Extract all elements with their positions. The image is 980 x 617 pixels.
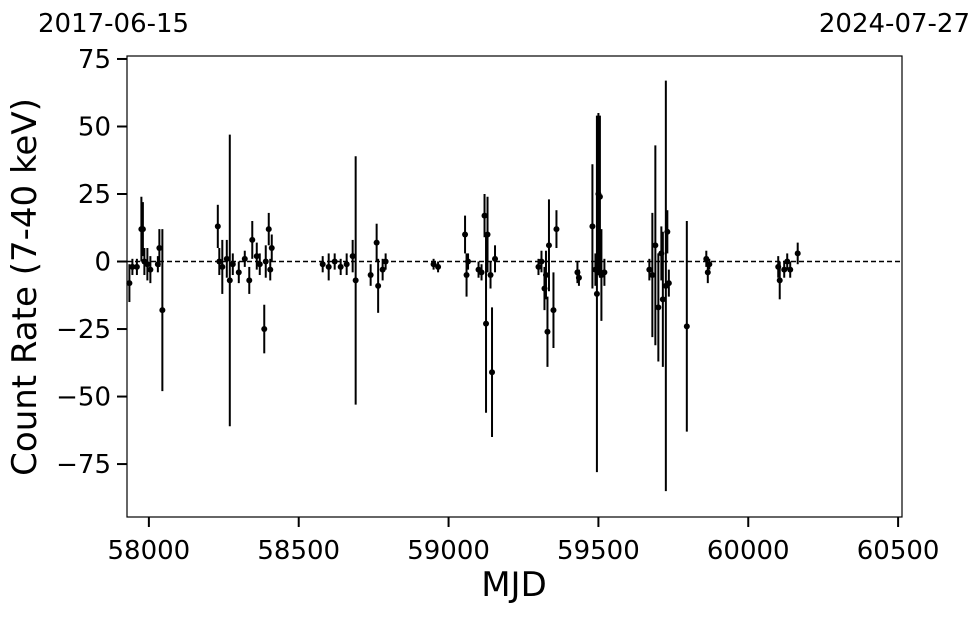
data-point [246,277,253,284]
data-point [430,261,437,268]
data-point [235,269,242,276]
y-tick-label: 0 [94,248,111,278]
x-axis-label: MJD [481,565,547,605]
x-tick-label: 58000 [108,536,191,566]
data-point [219,263,226,270]
data-point [352,277,359,284]
data-point [704,269,711,276]
top-left-label: 2017-06-15 [38,9,189,39]
x-tick-label: 59500 [557,536,640,566]
top-right-label: 2024-07-27 [819,9,970,39]
data-point [159,307,166,314]
data-point [463,272,470,279]
plot-frame [126,55,903,518]
data-point [649,272,656,279]
data-point [487,272,494,279]
data-point [265,226,272,233]
data-point [462,231,469,238]
data-point [478,269,485,276]
data-point [382,258,389,265]
data-point [465,258,472,265]
data-point [226,277,233,284]
y-tick-label: 50 [78,112,111,142]
data-point [655,304,662,311]
data-point [256,261,263,268]
data-point [337,263,344,270]
data-point [483,320,490,327]
data-point [223,255,230,262]
data-point [787,266,794,273]
data-point [349,253,356,260]
data-point [706,261,713,268]
y-axis-label: Count Rate (7-40 keV) [5,98,45,476]
data-point [373,239,380,246]
x-tick-label: 58500 [257,536,340,566]
x-tick-label: 60000 [707,536,790,566]
data-point [253,253,260,260]
data-point [489,369,496,376]
data-point [267,266,274,273]
data-point [375,282,382,289]
data-point [319,261,326,268]
y-tick-label: −25 [56,315,111,345]
data-point [241,255,248,262]
data-point [249,236,256,243]
data-point [147,266,154,273]
data-point [665,280,672,287]
y-tick-label: 25 [78,180,111,210]
data-point [331,258,338,265]
data-point [133,263,140,270]
x-tick-label: 60500 [857,536,940,566]
data-point [544,328,551,335]
data-point [703,255,710,262]
data-point [646,266,653,273]
data-point [659,296,666,303]
data-point [776,277,783,284]
data-point [325,263,332,270]
y-tick-label: 75 [78,45,111,75]
data-point [683,323,690,330]
data-point [216,258,223,265]
data-point [343,261,350,268]
data-point [575,274,582,281]
data-point [126,280,133,287]
data-point [262,258,269,265]
data-point [542,272,549,279]
data-point [379,266,386,273]
data-point [144,261,151,268]
data-point [268,245,275,252]
data-point [784,258,791,265]
data-point [589,223,596,230]
data-point [596,193,603,200]
data-point [214,223,221,230]
y-tick-label: −50 [56,383,111,413]
y-tick-label: −75 [56,450,111,480]
data-point [553,226,560,233]
data-point [484,231,491,238]
data-point [129,263,136,270]
data-point [550,307,557,314]
data-point [781,266,788,273]
data-point [367,272,374,279]
data-point [794,250,801,257]
x-tick-label: 59000 [407,536,490,566]
data-point [601,269,608,276]
data-point [261,326,268,333]
data-point [535,263,542,270]
data-point [481,212,488,219]
data-point [156,245,163,252]
data-point [492,255,499,262]
data-point [593,290,600,297]
data-point [435,263,442,270]
data-point [652,242,659,249]
data-point [538,258,545,265]
data-point [139,226,146,233]
data-point [664,228,671,235]
data-point [545,242,552,249]
data-point [229,261,236,268]
